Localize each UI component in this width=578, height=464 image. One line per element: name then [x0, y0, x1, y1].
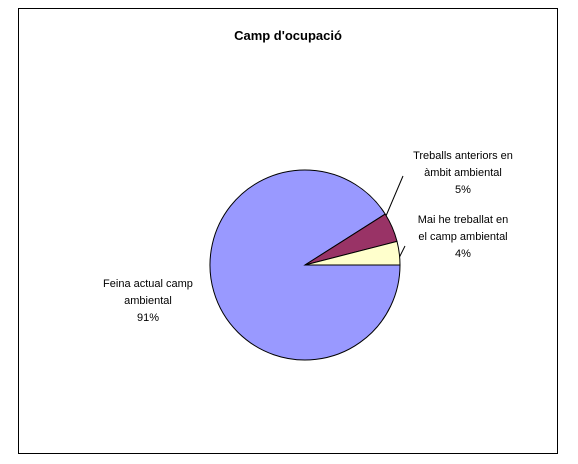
data-label: Feina actual camp ambiental 91%: [94, 276, 202, 327]
data-label-value: 4%: [455, 248, 471, 260]
data-label-category: Treballs anteriors en àmbit ambiental: [413, 150, 513, 179]
data-label: Treballs anteriors en àmbit ambiental 5%: [413, 148, 513, 199]
data-label-category: Feina actual camp ambiental: [103, 278, 193, 307]
data-label-category: Mai he treballat en el camp ambiental: [417, 214, 509, 243]
pie-slice: [304, 240, 401, 266]
data-label: Mai he treballat en el camp ambiental 4%: [413, 212, 513, 263]
data-label-value: 5%: [455, 184, 471, 196]
chart-title: Camp d'ocupació: [234, 28, 342, 43]
data-label-value: 91%: [136, 312, 160, 324]
